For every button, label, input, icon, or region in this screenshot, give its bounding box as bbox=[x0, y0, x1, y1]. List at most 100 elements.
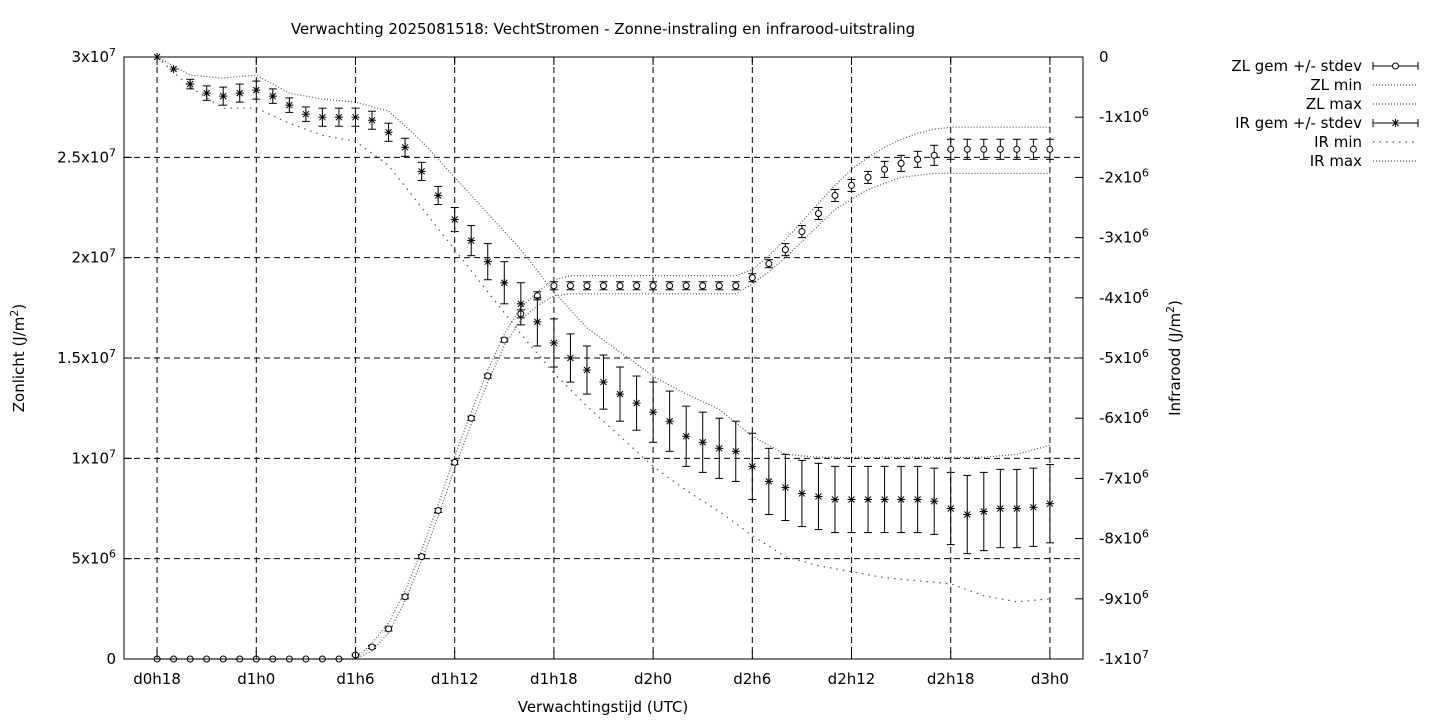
zl-mean-point bbox=[467, 414, 476, 422]
ir-mean-point bbox=[516, 282, 525, 326]
zl-mean-point bbox=[880, 160, 889, 178]
ir-mean-point bbox=[897, 465, 906, 534]
ir-mean-point bbox=[1029, 467, 1038, 547]
ir-mean-point bbox=[616, 366, 625, 422]
ir-mean-point bbox=[930, 467, 939, 535]
x-tick-label: d0h18 bbox=[133, 670, 181, 688]
zl-mean-point bbox=[582, 281, 591, 291]
ir-mean-point bbox=[665, 390, 674, 452]
ir-mean-point bbox=[268, 88, 277, 104]
y-axis-label-right: Infrarood (J/m2) bbox=[1164, 300, 1184, 416]
ir-mean-point bbox=[698, 411, 707, 473]
ir-mean-point bbox=[566, 333, 575, 383]
ir-mean-point bbox=[252, 80, 261, 100]
ir-mean-point bbox=[715, 417, 724, 479]
y-right-tick-label: -9x106 bbox=[1099, 588, 1149, 608]
zl-mean-point bbox=[599, 281, 608, 291]
ir-mean-point bbox=[334, 107, 343, 127]
zl-mean-point bbox=[1029, 138, 1038, 160]
ir-mean-point bbox=[830, 465, 839, 534]
ir-mean-point bbox=[417, 161, 426, 181]
ir-mean-point bbox=[533, 297, 542, 347]
ir-mean-point bbox=[748, 432, 757, 500]
ir-mean-point bbox=[731, 420, 740, 482]
ir-min-line bbox=[156, 56, 1050, 603]
zl-mean-point bbox=[649, 281, 658, 291]
ir-mean-point bbox=[318, 107, 327, 127]
ir-mean-point bbox=[285, 97, 294, 113]
y-right-tick-label: -3x106 bbox=[1099, 227, 1149, 247]
ir-mean-point bbox=[384, 122, 393, 142]
chart-title: Verwachting 2025081518: VechtStromen - Z… bbox=[291, 20, 915, 38]
y-left-tick-label: 3x107 bbox=[71, 46, 116, 66]
zl-mean-point bbox=[715, 281, 724, 291]
ir-mean-point bbox=[797, 459, 806, 528]
ir-mean-point bbox=[946, 471, 955, 546]
zl-mean-point bbox=[698, 281, 707, 291]
zl-mean-point bbox=[434, 507, 443, 515]
zl-mean-point bbox=[549, 281, 558, 291]
ir-mean-point bbox=[847, 465, 856, 534]
zl-mean-point bbox=[665, 281, 674, 291]
zl-mean-point bbox=[566, 281, 575, 291]
zl-mean-point bbox=[979, 138, 988, 160]
y-left-tick-label: 2x107 bbox=[71, 247, 116, 267]
ir-mean-point bbox=[483, 243, 492, 281]
x-axis-label: Verwachtingstijd (UTC) bbox=[518, 698, 689, 716]
ir-mean-point bbox=[913, 465, 922, 534]
y-right-tick-label: -2x106 bbox=[1099, 166, 1149, 186]
ir-mean-point bbox=[434, 185, 443, 205]
x-tick-label: d1h18 bbox=[530, 670, 578, 688]
zl-mean-point bbox=[797, 225, 806, 239]
x-tick-label: d2h0 bbox=[634, 670, 672, 688]
zl-mean-point bbox=[731, 281, 740, 291]
zl-mean-point bbox=[864, 170, 873, 184]
y-left-tick-label: 2.5x107 bbox=[57, 146, 116, 166]
zl-mean-point bbox=[963, 138, 972, 160]
zl-max-line bbox=[157, 126, 1050, 660]
ir-mean-point bbox=[368, 110, 377, 130]
ir-mean-point bbox=[996, 468, 1005, 549]
zl-mean-point bbox=[946, 138, 955, 160]
ir-mean-point bbox=[1012, 468, 1021, 549]
y-left-tick-label: 5x106 bbox=[71, 548, 116, 568]
ir-mean-point bbox=[880, 465, 889, 534]
ir-mean-point bbox=[467, 225, 476, 257]
x-tick-label: d2h12 bbox=[828, 670, 876, 688]
legend-label: IR gem +/- stdev bbox=[1235, 114, 1362, 132]
y-right-tick-label: -4x106 bbox=[1099, 287, 1149, 307]
ir-mean-point bbox=[781, 453, 790, 522]
zl-mean-point bbox=[384, 625, 393, 633]
x-tick-label: d1h12 bbox=[431, 670, 479, 688]
zl-mean-point bbox=[483, 372, 492, 380]
legend-label: IR min bbox=[1314, 133, 1362, 151]
zl-mean-point bbox=[748, 273, 757, 283]
ir-mean-point bbox=[1045, 464, 1054, 544]
zl-mean-point bbox=[830, 188, 839, 202]
ir-mean-point bbox=[649, 381, 658, 443]
zl-mean-point bbox=[847, 178, 856, 192]
zl-mean-point bbox=[897, 154, 906, 172]
y-left-tick-label: 1.5x107 bbox=[57, 347, 116, 367]
ir-mean-point bbox=[682, 405, 691, 467]
y-left-tick-label: 1x107 bbox=[71, 447, 116, 467]
ir-mean-point bbox=[582, 345, 591, 395]
legend-label: ZL max bbox=[1306, 95, 1362, 113]
zl-mean-point bbox=[913, 150, 922, 168]
legend-sample bbox=[1372, 119, 1419, 127]
zl-mean-point bbox=[1012, 138, 1021, 160]
ir-mean-point bbox=[301, 106, 310, 122]
ir-mean-point bbox=[351, 107, 360, 127]
ir-mean-point bbox=[963, 474, 972, 555]
zl-mean-point bbox=[500, 336, 509, 344]
zl-mean-point bbox=[616, 281, 625, 291]
y-right-tick-label: -6x106 bbox=[1099, 407, 1149, 427]
y-left-tick-label: 0 bbox=[106, 650, 116, 668]
ir-mean-point bbox=[864, 465, 873, 534]
zl-mean-point bbox=[781, 243, 790, 257]
legend-sample bbox=[1372, 62, 1419, 70]
ir-mean-point bbox=[169, 65, 178, 74]
x-tick-label: d2h18 bbox=[927, 670, 975, 688]
